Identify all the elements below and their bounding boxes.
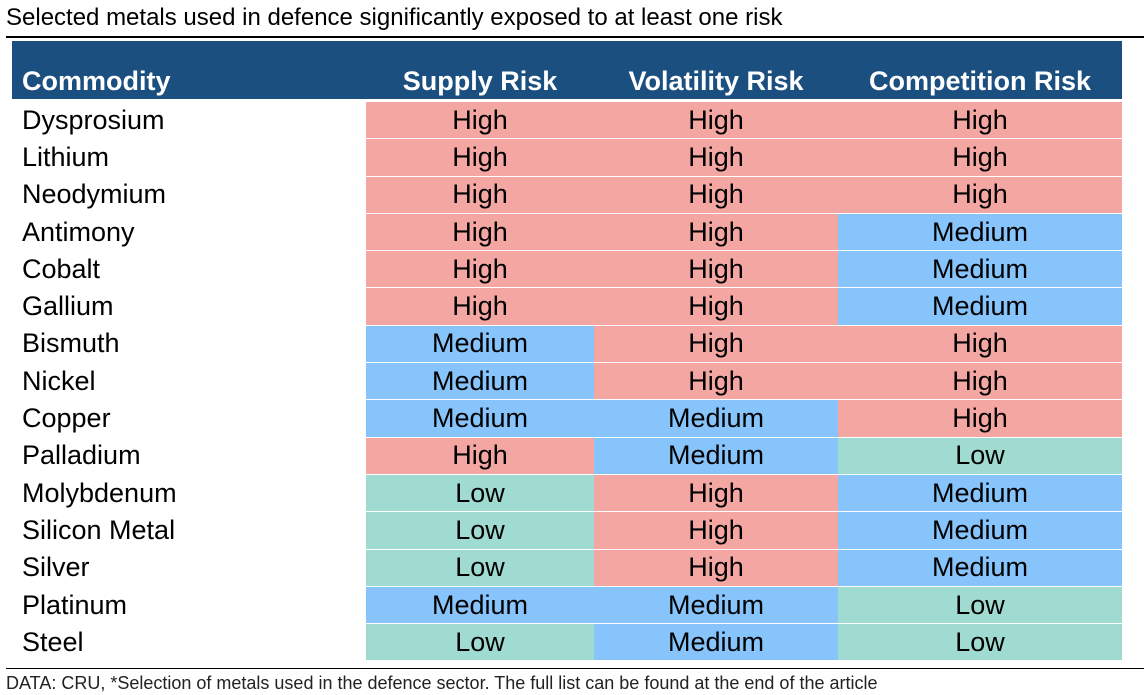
table-body: Dysprosium High High High Lithium High High Hig… (12, 101, 1122, 661)
table-row: Bismuth Medium High High (12, 324, 1122, 363)
commodity-name: Lithium (12, 139, 366, 176)
competition-risk-cell: High (838, 325, 1122, 363)
commodity-name: Palladium (12, 437, 366, 474)
table-row: Copper Medium Medium High (12, 399, 1122, 437)
volatility-risk-cell: High (594, 288, 838, 325)
table-row: Silicon Metal Low High Medium (12, 511, 1122, 549)
table-header: Commodity Supply Risk Volatility Risk Co… (12, 41, 1122, 99)
competition-risk-cell: Medium (838, 288, 1122, 325)
table-row: Palladium High Medium Low (12, 436, 1122, 474)
supply-risk-cell: High (366, 176, 594, 213)
commodity-name: Dysprosium (12, 102, 366, 139)
footer-rule (6, 668, 1144, 669)
chart-title: Selected metals used in defence signific… (6, 4, 783, 31)
volatility-risk-cell: High (594, 474, 838, 512)
competition-risk-cell: High (838, 400, 1122, 437)
volatility-risk-cell: Medium (594, 586, 838, 624)
supply-risk-cell: High (366, 251, 594, 288)
supply-risk-cell: Low (366, 474, 594, 512)
volatility-risk-cell: High (594, 139, 838, 176)
commodity-name: Nickel (12, 363, 366, 400)
competition-risk-cell: Low (838, 624, 1122, 661)
header-commodity: Commodity (22, 66, 171, 96)
commodity-name: Silicon Metal (12, 512, 366, 549)
competition-risk-cell: High (838, 363, 1122, 400)
volatility-risk-cell: Medium (594, 437, 838, 474)
commodity-name: Neodymium (12, 176, 366, 213)
competition-risk-cell: High (838, 102, 1122, 139)
competition-risk-cell: Low (838, 437, 1122, 474)
commodity-name: Cobalt (12, 251, 366, 288)
volatility-risk-cell: High (594, 176, 838, 213)
competition-risk-cell: Medium (838, 251, 1122, 288)
supply-risk-cell: High (366, 288, 594, 325)
volatility-risk-cell: High (594, 325, 838, 363)
table-row: Molybdenum Low High Medium (12, 473, 1122, 512)
competition-risk-cell: Low (838, 586, 1122, 624)
table-row: Neodymium High High High (12, 175, 1122, 213)
commodity-name: Platinum (12, 586, 366, 624)
commodity-name: Molybdenum (12, 474, 366, 512)
volatility-risk-cell: High (594, 549, 838, 586)
competition-risk-cell: Medium (838, 474, 1122, 512)
supply-risk-cell: High (366, 102, 594, 139)
table-row: Dysprosium High High High (12, 101, 1122, 139)
header-volatility-risk: Volatility Risk (628, 66, 804, 96)
table-row: Steel Low Medium Low (12, 623, 1122, 661)
volatility-risk-cell: High (594, 102, 838, 139)
volatility-risk-cell: High (594, 251, 838, 288)
table-row: Cobalt High High Medium (12, 250, 1122, 288)
commodity-name: Copper (12, 400, 366, 437)
volatility-risk-cell: High (594, 363, 838, 400)
volatility-risk-cell: Medium (594, 624, 838, 661)
supply-risk-cell: Medium (366, 586, 594, 624)
competition-risk-cell: Medium (838, 512, 1122, 549)
table-row: Antimony High High Medium (12, 212, 1122, 251)
supply-risk-cell: Low (366, 549, 594, 586)
supply-risk-cell: High (366, 139, 594, 176)
competition-risk-cell: Medium (838, 213, 1122, 251)
competition-risk-cell: High (838, 139, 1122, 176)
table-row: Nickel Medium High High (12, 362, 1122, 400)
supply-risk-cell: Medium (366, 325, 594, 363)
table-row: Gallium High High Medium (12, 287, 1122, 325)
table-row: Silver Low High Medium (12, 548, 1122, 586)
commodity-name: Silver (12, 549, 366, 586)
table-row: Platinum Medium Medium Low (12, 585, 1122, 624)
commodity-name: Antimony (12, 213, 366, 251)
volatility-risk-cell: Medium (594, 400, 838, 437)
header-supply-risk: Supply Risk (402, 66, 558, 96)
competition-risk-cell: Medium (838, 549, 1122, 586)
competition-risk-cell: High (838, 176, 1122, 213)
supply-risk-cell: High (366, 437, 594, 474)
supply-risk-cell: Medium (366, 363, 594, 400)
commodity-name: Steel (12, 624, 366, 661)
volatility-risk-cell: High (594, 512, 838, 549)
supply-risk-cell: High (366, 213, 594, 251)
supply-risk-cell: Medium (366, 400, 594, 437)
commodity-name: Bismuth (12, 325, 366, 363)
supply-risk-cell: Low (366, 624, 594, 661)
volatility-risk-cell: High (594, 213, 838, 251)
footnote: DATA: CRU, *Selection of metals used in … (6, 673, 878, 693)
title-underline (6, 36, 1144, 38)
header-competition-risk: Competition Risk (868, 66, 1091, 96)
supply-risk-cell: Low (366, 512, 594, 549)
table-row: Lithium High High High (12, 138, 1122, 176)
commodity-name: Gallium (12, 288, 366, 325)
